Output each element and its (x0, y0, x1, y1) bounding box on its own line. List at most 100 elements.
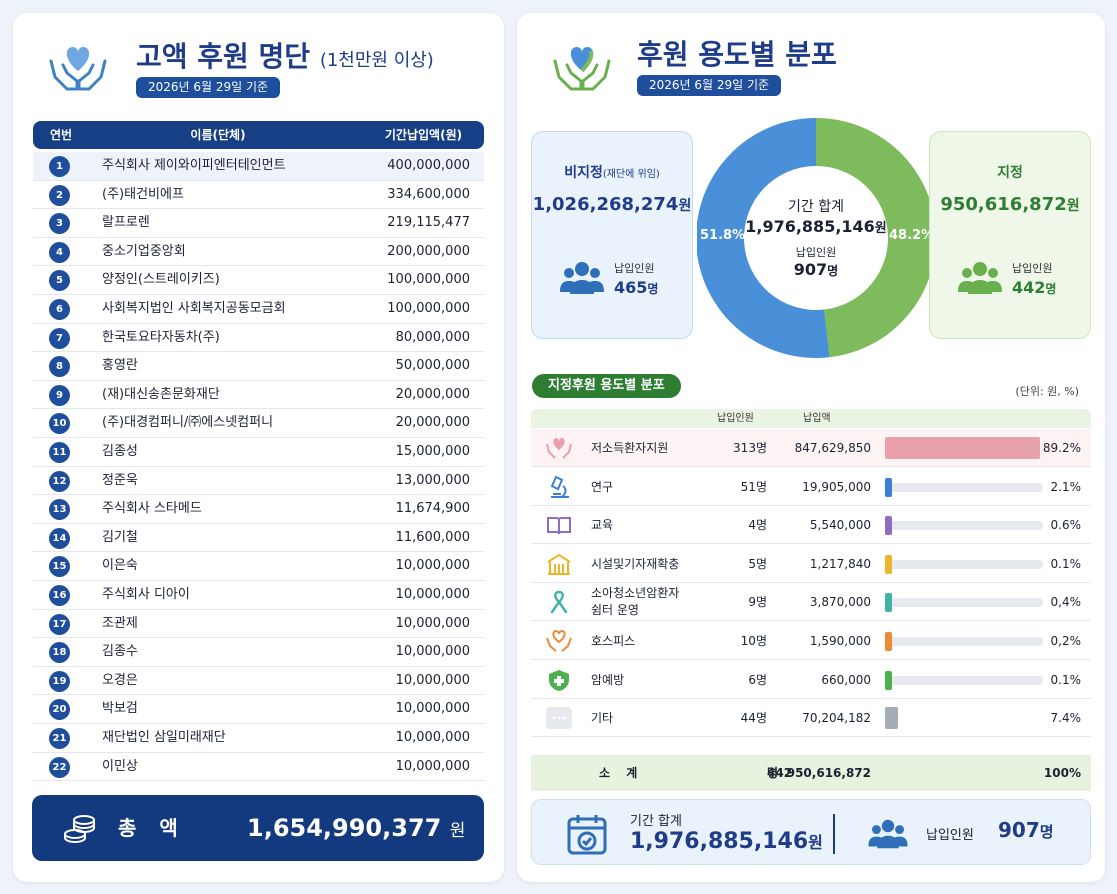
table-row: 15 이은숙 10,000,000 (33, 552, 484, 581)
usage-people: 44명 (740, 711, 767, 726)
usage-pct: 0.1% (1050, 672, 1082, 687)
row-number: 5 (49, 270, 70, 292)
usage-row: 호스피스 10명 1,590,000 0,2% (531, 622, 1091, 660)
usage-distribution-panel: 후원 용도별 분포 2026년 6월 29일 기준 비지정(재단에 위임) 1,… (517, 13, 1105, 882)
people-icon (560, 262, 604, 294)
microscope-icon (550, 475, 569, 498)
table-row: 8 홍영란 50,000,000 (33, 352, 484, 381)
usage-people: 6명 (748, 672, 767, 687)
usage-amount: 847,629,850 (794, 441, 871, 455)
donor-amount: 13,000,000 (395, 472, 470, 488)
donor-amount: 200,000,000 (387, 243, 470, 259)
donor-amount: 15,000,000 (395, 444, 470, 459)
donut-center: 기간 합계 1,976,885,146원 납입인원 907명 (731, 196, 901, 279)
table-row: 4 중소기업중앙회 200,000,000 (33, 238, 484, 267)
date-badge: 2026년 6월 29일 기준 (637, 75, 782, 96)
usage-pct: 89.2% (1042, 441, 1081, 455)
subtotal-amount: 950,616,872 (786, 766, 871, 780)
table-row: 5 양정인(스트레이키즈) 100,000,000 (33, 266, 484, 295)
usage-name: 암예방 (591, 672, 625, 687)
usage-row: 시설및기자재확충 5명 1,217,840 0.1% (531, 545, 1091, 583)
donor-amount: 100,000,000 (387, 272, 470, 288)
nondesignated-people-label: 납입인원 (614, 262, 655, 275)
donor-amount: 20,000,000 (395, 386, 470, 402)
row-number: 1 (49, 156, 70, 177)
usage-name: 연구 (591, 479, 614, 494)
donut-center-people: 907명 (793, 260, 839, 279)
donor-name: 중소기업중앙회 (102, 243, 186, 259)
usage-amount: 3,870,000 (809, 595, 871, 610)
row-number: 18 (49, 642, 70, 664)
date-badge: 2026년 6월 29일 기준 (136, 77, 281, 98)
donor-name: (주)대경컴퍼니/㈜에스넷컴퍼니 (102, 415, 274, 431)
row-number: 21 (49, 728, 70, 749)
table-row: 16 주식회사 디아이 10,000,000 (33, 581, 484, 610)
heart-hands-icon (553, 47, 611, 91)
people-icon (868, 819, 908, 849)
donor-amount: 219,115,477 (387, 215, 470, 231)
building-icon (547, 553, 571, 575)
usage-name: 기타 (591, 711, 614, 726)
donor-amount: 10,000,000 (395, 758, 470, 774)
row-number: 14 (49, 527, 70, 549)
usage-amount: 70,204,182 (802, 711, 871, 726)
designated-pct: 48.2% (889, 228, 935, 243)
usage-amount: 19,905,000 (802, 479, 871, 494)
usage-name: 호스피스 (591, 634, 636, 648)
period-total-amount: 1,976,885,146원 (630, 829, 823, 854)
donor-name: 오경은 (102, 672, 138, 688)
nondesignated-people: 465명 (614, 278, 659, 297)
table-row: 19 오경은 10,000,000 (33, 667, 484, 696)
row-number: 17 (49, 613, 70, 635)
section-title: 지정후원 용도별 분포 (532, 374, 681, 398)
donor-name: 김기철 (102, 529, 138, 545)
usage-name: 시설및기자재확충 (591, 556, 680, 571)
col-name: 이름(단체) (190, 128, 246, 142)
usage-name: 교육 (591, 518, 614, 533)
usage-amount: 1,590,000 (809, 634, 871, 648)
usage-bar-track (885, 598, 1043, 608)
donor-amount: 10,000,000 (395, 587, 470, 602)
donor-amount: 10,000,000 (395, 644, 470, 660)
nondesignated-card: 비지정(재단에 위임) 1,026,268,274원 납입인원 465명 (531, 131, 693, 339)
usage-people: 9명 (748, 595, 767, 610)
usage-pct: 0,2% (1050, 634, 1082, 648)
usage-amount: 1,217,840 (809, 556, 871, 571)
table-row: 17 조관제 10,000,000 (33, 610, 484, 639)
donor-amount: 11,600,000 (395, 529, 470, 545)
people-icon (958, 262, 1002, 294)
row-number: 3 (49, 213, 70, 235)
usage-bar (885, 437, 1040, 459)
usage-amount: 5,540,000 (809, 518, 871, 533)
usage-bar-track (885, 482, 1043, 492)
donor-name: 정준욱 (102, 472, 138, 488)
row-number: 9 (49, 384, 70, 406)
table-row: 13 주식회사 스타메드 11,674,900 (33, 495, 484, 524)
table-row: 12 정준욱 13,000,000 (33, 467, 484, 496)
row-number: 7 (49, 327, 70, 349)
usage-bar (885, 477, 892, 497)
usage-bar (885, 632, 892, 651)
usage-row: 기타 44명 70,204,182 7.4% (531, 699, 1091, 738)
nondesignated-title: 비지정(재단에 위임) (564, 165, 660, 181)
designated-people: 442명 (1012, 278, 1057, 297)
col-people: 납입인원 (717, 413, 754, 424)
usage-row: 저소득환자지원 313명 847,629,850 89.2% (531, 429, 1091, 467)
table-row: 3 랄프로렌 219,115,477 (33, 209, 484, 238)
usage-bar (885, 670, 892, 690)
table-row: 7 한국토요타자동차(주) 80,000,000 (33, 324, 484, 353)
usage-bar-track (885, 521, 1043, 531)
page-title: 고액 후원 명단 (1천만원 이상) (136, 40, 434, 73)
usage-people: 51명 (740, 479, 767, 494)
table-row: 22 이민상 10,000,000 (33, 753, 484, 782)
donor-name: 주식회사 디아이 (102, 587, 190, 602)
row-number: 15 (49, 556, 70, 578)
donor-amount: 100,000,000 (387, 301, 470, 316)
book-icon (547, 517, 571, 535)
table-row: 21 재단법인 삼일미래재단 10,000,000 (33, 724, 484, 753)
donor-amount: 10,000,000 (395, 730, 470, 745)
more-icon (546, 707, 572, 730)
donut-slice-designated (816, 118, 935, 358)
row-number: 4 (49, 241, 70, 263)
table-row: 18 김종수 10,000,000 (33, 638, 484, 667)
